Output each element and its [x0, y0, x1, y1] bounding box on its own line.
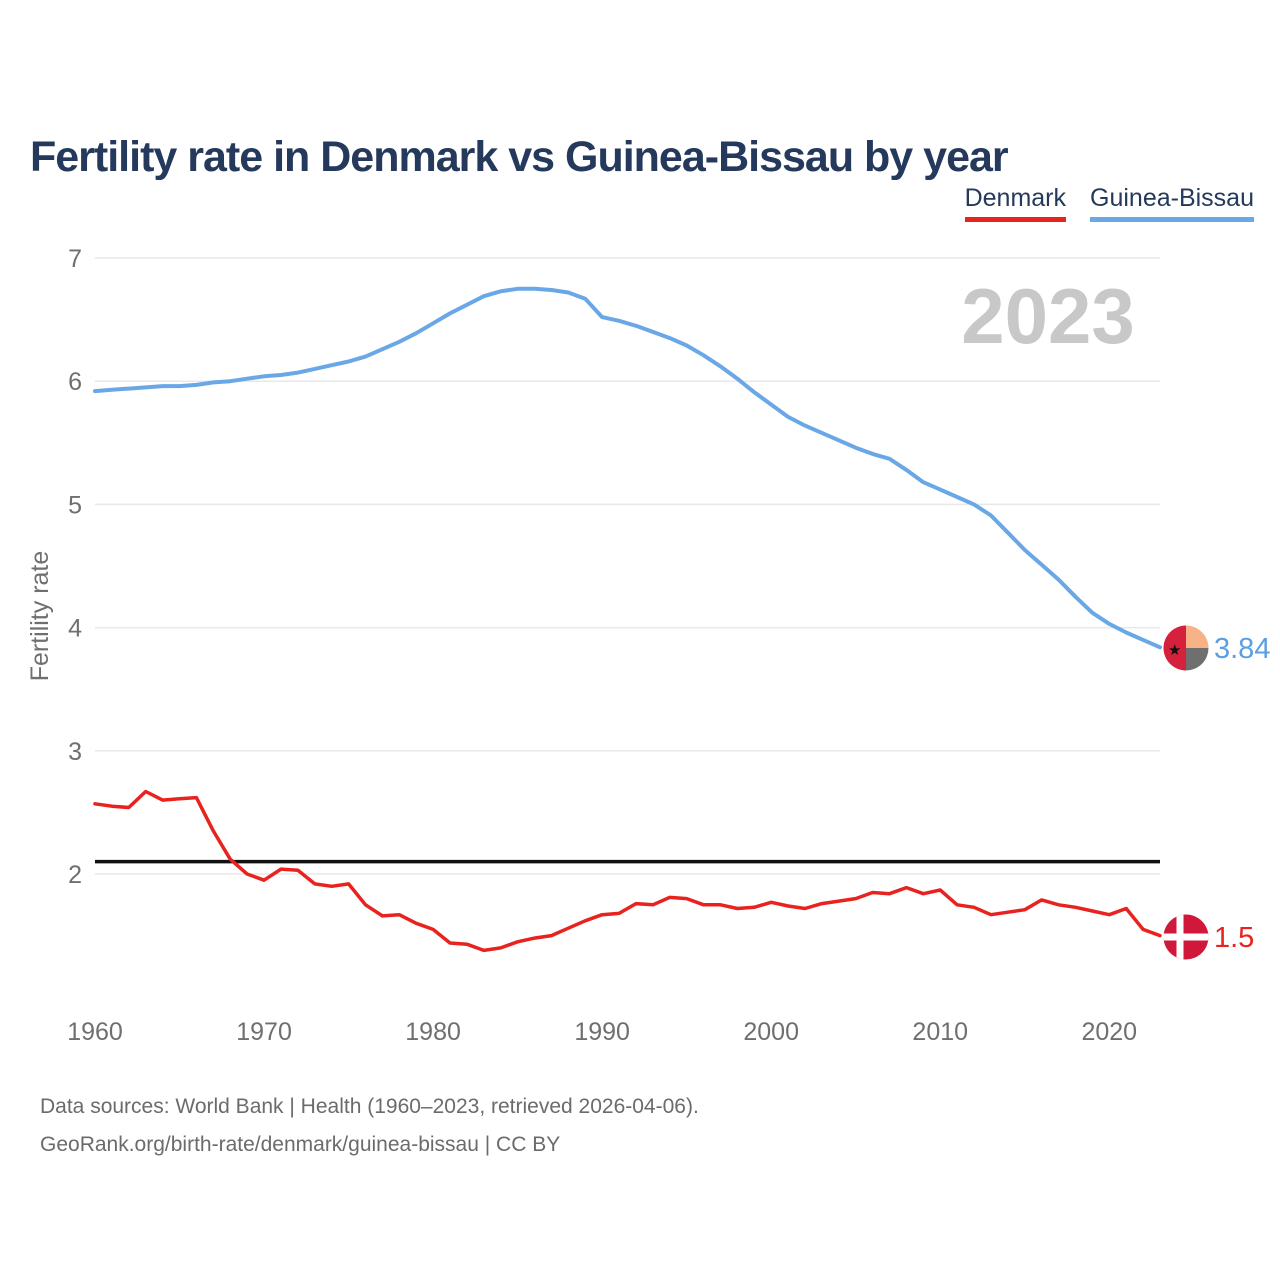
y-tick-label: 2: [68, 861, 82, 889]
x-tick-label: 1990: [574, 1018, 630, 1046]
legend-item-denmark[interactable]: Denmark: [964, 184, 1067, 222]
x-tick-label: 2020: [1081, 1018, 1137, 1046]
denmark-end-value: 1.5: [1214, 922, 1254, 954]
y-axis-ticks: 7 6 5 4 3 2: [68, 245, 82, 889]
denmark-flag-icon: [1163, 914, 1209, 960]
x-tick-label: 2000: [743, 1018, 799, 1046]
guinea-bissau-end-value: 3.84: [1214, 633, 1270, 665]
guinea-bissau-flag-icon: ★: [1163, 625, 1209, 671]
y-tick-label: 3: [68, 738, 82, 766]
x-axis-ticks: 1960 1970 1980 1990 2000 2010 2020: [67, 1018, 1137, 1046]
svg-text:★: ★: [1168, 642, 1181, 659]
legend: Denmark Guinea-Bissau: [964, 184, 1254, 222]
x-tick-label: 1970: [236, 1018, 292, 1046]
watermark-year: 2023: [961, 272, 1135, 360]
y-tick-label: 4: [68, 615, 82, 643]
x-tick-label: 1980: [405, 1018, 461, 1046]
series-lines: [93, 286, 1162, 953]
source-line-1: Data sources: World Bank | Health (1960–…: [40, 1095, 699, 1118]
y-tick-label: 6: [68, 368, 82, 396]
x-tick-label: 1960: [67, 1018, 123, 1046]
page-title: Fertility rate in Denmark vs Guinea-Biss…: [30, 132, 1009, 181]
y-tick-label: 5: [68, 491, 82, 519]
source-line-2: GeoRank.org/birth-rate/denmark/guinea-bi…: [40, 1133, 561, 1156]
legend-item-guinea-bissau[interactable]: Guinea-Bissau: [1090, 184, 1254, 222]
gridlines: [95, 257, 1160, 875]
source-note: Data sources: World Bank | Health (1960–…: [40, 1088, 699, 1164]
series-line-denmark[interactable]: [93, 789, 1162, 953]
series-line-guinea-bissau[interactable]: [93, 286, 1162, 650]
x-tick-label: 2010: [912, 1018, 968, 1046]
y-tick-label: 7: [68, 245, 82, 273]
y-axis-title: Fertility rate: [26, 551, 54, 682]
